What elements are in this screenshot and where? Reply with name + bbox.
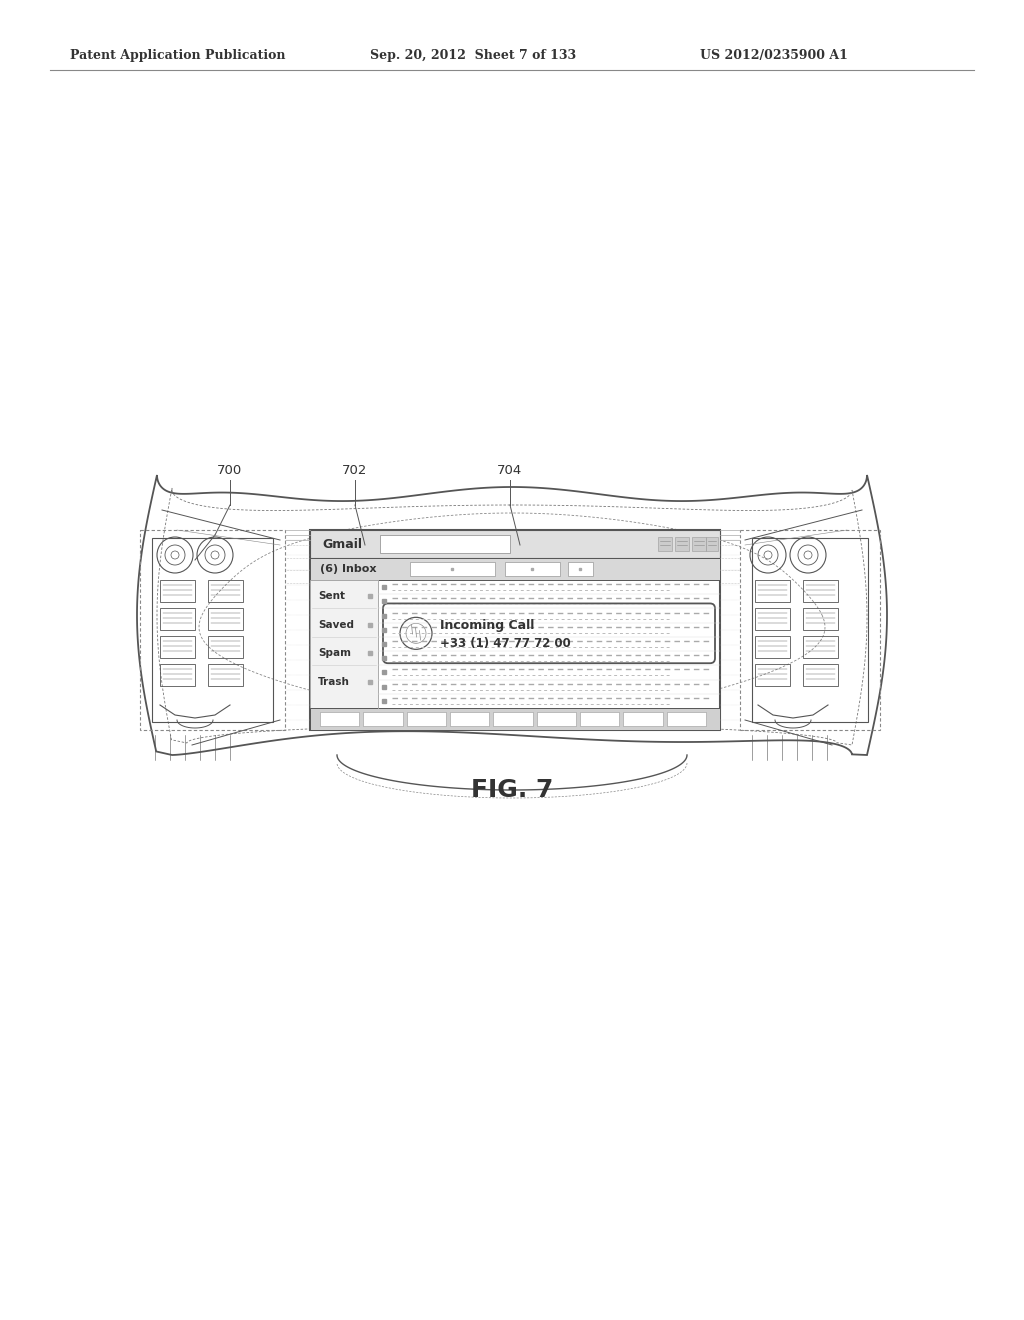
Text: Spam: Spam xyxy=(318,648,351,659)
Text: Sent: Sent xyxy=(318,591,345,601)
Text: Trash: Trash xyxy=(318,677,350,686)
Text: Sep. 20, 2012  Sheet 7 of 133: Sep. 20, 2012 Sheet 7 of 133 xyxy=(370,49,577,62)
FancyBboxPatch shape xyxy=(675,537,689,550)
FancyBboxPatch shape xyxy=(692,537,706,550)
FancyBboxPatch shape xyxy=(410,562,495,576)
FancyBboxPatch shape xyxy=(380,535,510,553)
FancyBboxPatch shape xyxy=(580,711,620,726)
Text: FIG. 7: FIG. 7 xyxy=(471,777,553,803)
Text: Saved: Saved xyxy=(318,619,354,630)
FancyBboxPatch shape xyxy=(319,711,359,726)
FancyBboxPatch shape xyxy=(310,558,720,579)
Text: Gmail: Gmail xyxy=(322,537,362,550)
FancyBboxPatch shape xyxy=(667,711,706,726)
Text: 702: 702 xyxy=(342,463,368,477)
FancyBboxPatch shape xyxy=(310,531,720,558)
FancyBboxPatch shape xyxy=(568,562,593,576)
Text: Patent Application Publication: Patent Application Publication xyxy=(70,49,286,62)
Text: US 2012/0235900 A1: US 2012/0235900 A1 xyxy=(700,49,848,62)
Text: 704: 704 xyxy=(498,463,522,477)
FancyBboxPatch shape xyxy=(407,711,446,726)
FancyBboxPatch shape xyxy=(310,708,720,730)
Text: 700: 700 xyxy=(217,463,243,477)
FancyBboxPatch shape xyxy=(310,531,720,730)
FancyBboxPatch shape xyxy=(494,711,532,726)
FancyBboxPatch shape xyxy=(505,562,560,576)
Text: +33 (1) 47 77 72 00: +33 (1) 47 77 72 00 xyxy=(440,636,570,649)
FancyBboxPatch shape xyxy=(624,711,663,726)
FancyBboxPatch shape xyxy=(310,579,378,708)
Text: (6) Inbox: (6) Inbox xyxy=(319,564,377,574)
FancyBboxPatch shape xyxy=(706,537,718,550)
FancyBboxPatch shape xyxy=(450,711,489,726)
FancyBboxPatch shape xyxy=(364,711,402,726)
FancyBboxPatch shape xyxy=(658,537,672,550)
FancyBboxPatch shape xyxy=(383,603,715,663)
Text: Incoming Call: Incoming Call xyxy=(440,619,535,632)
FancyBboxPatch shape xyxy=(537,711,577,726)
